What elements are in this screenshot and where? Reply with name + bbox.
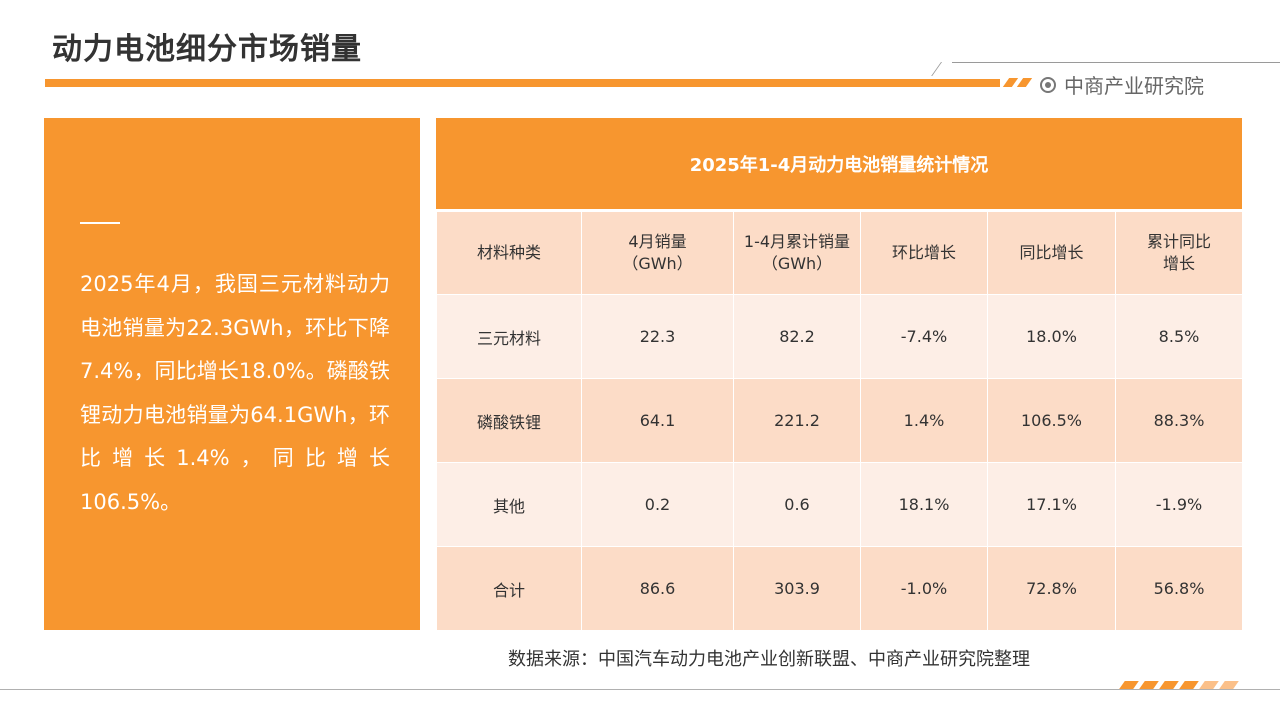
data-source-note: 数据来源：中国汽车动力电池产业创新联盟、中商产业研究院整理 <box>508 649 1030 670</box>
table-header-row: 材料种类 4月销量 （GWh） 1-4月累计销量 （GWh） 环比增长 同比增长 累… <box>436 210 1243 295</box>
table-title: 2025年1-4月动力电池销量统计情况 <box>436 118 1242 209</box>
header-line: 增长 <box>1162 254 1195 273</box>
summary-panel: 2025年4月，我国三元材料动力电池销量为22.3GWh，环比下降7.4%，同比… <box>44 118 420 630</box>
summary-accent-line <box>80 222 120 224</box>
cell-april-sales: 86.6 <box>581 546 734 631</box>
table-row: 其他 0.2 0.6 18.1% 17.1% -1.9% <box>436 462 1243 547</box>
cell-yoy-growth: 106.5% <box>987 378 1116 463</box>
cell-cumulative-yoy: 56.8% <box>1115 546 1243 631</box>
cell-yoy-growth: 72.8% <box>987 546 1116 631</box>
brand: 中商产业研究院 <box>1040 70 1204 99</box>
cell-cumulative-yoy: -1.9% <box>1115 462 1243 547</box>
brand-logo-icon <box>1040 76 1056 93</box>
stats-table-container: 2025年1-4月动力电池销量统计情况 材料种类 4月销量 （GWh） 1-4月累… <box>436 118 1243 631</box>
cell-cumulative-sales: 221.2 <box>733 378 861 463</box>
brand-name: 中商产业研究院 <box>1064 74 1204 98</box>
cell-yoy-growth: 18.0% <box>987 294 1116 379</box>
footer-divider <box>0 689 1280 690</box>
header-divider-line <box>952 62 1280 63</box>
header-slash-decoration <box>1002 78 1034 88</box>
header-line: （GWh） <box>622 254 693 273</box>
summary-text: 2025年4月，我国三元材料动力电池销量为22.3GWh，环比下降7.4%，同比… <box>80 272 390 514</box>
cell-april-sales: 64.1 <box>581 378 734 463</box>
cell-cumulative-sales: 0.6 <box>733 462 861 547</box>
cell-material: 磷酸铁锂 <box>436 378 582 463</box>
cell-mom-growth: 1.4% <box>860 378 988 463</box>
stats-table: 材料种类 4月销量 （GWh） 1-4月累计销量 （GWh） 环比增长 同比增长 累… <box>436 209 1243 631</box>
header-mom-growth: 环比增长 <box>860 210 988 295</box>
cell-mom-growth: -1.0% <box>860 546 988 631</box>
table-row: 磷酸铁锂 64.1 221.2 1.4% 106.5% 88.3% <box>436 378 1243 463</box>
cell-material: 合计 <box>436 546 582 631</box>
table-row: 合计 86.6 303.9 -1.0% 72.8% 56.8% <box>436 546 1243 631</box>
cell-material: 三元材料 <box>436 294 582 379</box>
title-accent-bar <box>45 79 1000 87</box>
header-line: 4月销量 <box>628 232 687 251</box>
cell-april-sales: 0.2 <box>581 462 734 547</box>
header-material: 材料种类 <box>436 210 582 295</box>
header-line: 1-4月累计销量 <box>743 232 851 251</box>
cell-cumulative-sales: 82.2 <box>733 294 861 379</box>
page-title: 动力电池细分市场销量 <box>52 32 362 67</box>
header-line: 累计同比 <box>1146 232 1211 251</box>
cell-mom-growth: 18.1% <box>860 462 988 547</box>
header-cumulative-yoy: 累计同比 增长 <box>1115 210 1243 295</box>
header-line: （GWh） <box>761 254 833 273</box>
cell-april-sales: 22.3 <box>581 294 734 379</box>
cell-material: 其他 <box>436 462 582 547</box>
cell-yoy-growth: 17.1% <box>987 462 1116 547</box>
cell-cumulative-sales: 303.9 <box>733 546 861 631</box>
table-row: 三元材料 22.3 82.2 -7.4% 18.0% 8.5% <box>436 294 1243 379</box>
cell-cumulative-yoy: 8.5% <box>1115 294 1243 379</box>
header-yoy-growth: 同比增长 <box>987 210 1116 295</box>
cell-cumulative-yoy: 88.3% <box>1115 378 1243 463</box>
header-april-sales: 4月销量 （GWh） <box>581 210 734 295</box>
header-cumulative-sales: 1-4月累计销量 （GWh） <box>733 210 861 295</box>
header-divider-slant <box>931 62 942 76</box>
footer-slash-decoration <box>1118 681 1239 691</box>
cell-mom-growth: -7.4% <box>860 294 988 379</box>
